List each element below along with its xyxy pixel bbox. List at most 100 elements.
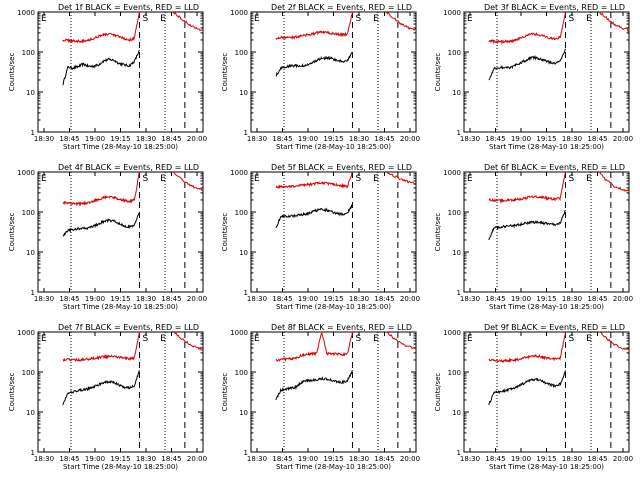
x-tick-label: 20:00 — [400, 455, 420, 463]
y-axis-label: Counts/sec — [434, 53, 442, 92]
annotation-label: E — [254, 14, 260, 24]
x-tick-label: 18:30 — [247, 135, 267, 143]
x-tick-label: 20:00 — [187, 295, 207, 303]
lld-series-line — [598, 171, 630, 192]
panel-title: Det 4f BLACK = Events, RED = LLD — [58, 163, 199, 172]
y-tick-label: 1 — [244, 129, 248, 137]
x-tick-label: 18:30 — [460, 135, 480, 143]
panel-det-8: Det 8f BLACK = Events, RED = LLD Counts/s… — [221, 323, 420, 471]
annotation-label: E — [586, 334, 592, 344]
y-axis-label: Counts/sec — [221, 373, 229, 412]
events-series-line — [275, 204, 353, 229]
y-tick-label: 100 — [448, 369, 461, 377]
y-axis-label: Counts/sec — [434, 373, 442, 412]
y-axis-label: Counts/sec — [434, 213, 442, 252]
annotation-label: S — [355, 174, 361, 184]
y-tick-label: 1000 — [443, 329, 461, 337]
x-tick-label: 18:30 — [34, 295, 54, 303]
y-tick-label: 1000 — [17, 9, 35, 17]
annotation-label: S — [355, 334, 361, 344]
x-tick-label: 18:30 — [460, 295, 480, 303]
y-tick-label: 100 — [22, 209, 35, 217]
x-tick-label: 20:00 — [400, 295, 420, 303]
y-axis-label: Counts/sec — [8, 213, 16, 252]
x-tick-label: 18:45 — [59, 135, 79, 143]
plot-frame — [250, 331, 417, 453]
y-tick-label: 1000 — [230, 9, 248, 17]
lld-series-line — [488, 331, 566, 364]
x-tick-label: 20:00 — [613, 455, 633, 463]
x-tick-label: 19:00 — [298, 135, 318, 143]
annotation-label: E — [160, 174, 166, 184]
x-tick-label: 19:00 — [298, 295, 318, 303]
y-tick-label: 1 — [31, 449, 35, 457]
annotation-label: E — [160, 334, 166, 344]
events-series-line — [62, 211, 140, 237]
annotation-label: E — [254, 334, 260, 344]
x-tick-label: 19:15 — [536, 455, 556, 463]
panel-det-5: Det 5f BLACK = Events, RED = LLD Counts/s… — [221, 163, 420, 311]
x-tick-label: 20:00 — [613, 295, 633, 303]
x-axis-label: Start Time (28-May-10 18:25:00) — [489, 143, 604, 151]
x-tick-label: 19:15 — [323, 295, 343, 303]
x-tick-label: 18:45 — [161, 295, 181, 303]
y-tick-label: 100 — [448, 49, 461, 57]
x-tick-label: 18:30 — [136, 295, 156, 303]
y-tick-label: 10 — [239, 409, 248, 417]
x-tick-label: 18:45 — [587, 135, 607, 143]
panel-title: Det 5f BLACK = Events, RED = LLD — [271, 163, 412, 172]
y-tick-label: 10 — [26, 409, 35, 417]
lld-series-line — [598, 11, 630, 32]
lld-series-line — [385, 11, 417, 31]
lld-series-line — [488, 11, 566, 45]
x-tick-label: 18:45 — [374, 135, 394, 143]
events-series-line — [62, 49, 140, 86]
x-tick-label: 18:45 — [587, 455, 607, 463]
y-tick-label: 10 — [452, 89, 461, 97]
x-tick-label: 18:30 — [562, 135, 582, 143]
panel-title: Det 1f BLACK = Events, RED = LLD — [58, 3, 199, 12]
annotation-label: E — [373, 334, 379, 344]
lld-series-line — [275, 171, 353, 189]
x-tick-label: 18:30 — [34, 135, 54, 143]
lld-series-line — [173, 331, 204, 351]
annotation-label: S — [142, 174, 148, 184]
annotation-label: E — [373, 174, 379, 184]
y-tick-label: 100 — [235, 369, 248, 377]
x-axis-label: Start Time (28-May-10 18:25:00) — [489, 303, 604, 311]
x-tick-label: 20:00 — [400, 135, 420, 143]
lld-series-line — [386, 171, 417, 185]
x-tick-label: 18:45 — [374, 295, 394, 303]
y-tick-label: 10 — [239, 249, 248, 257]
lld-series-line — [62, 171, 140, 207]
y-tick-label: 1000 — [17, 169, 35, 177]
y-axis-label: Counts/sec — [8, 53, 16, 92]
y-axis-label: Counts/sec — [221, 53, 229, 92]
annotation-label: S — [568, 14, 574, 24]
x-tick-label: 19:00 — [85, 135, 105, 143]
x-tick-label: 18:30 — [562, 295, 582, 303]
x-axis-label: Start Time (28-May-10 18:25:00) — [63, 143, 178, 151]
y-tick-label: 10 — [239, 89, 248, 97]
plot-frame — [37, 171, 204, 293]
x-tick-label: 18:45 — [485, 455, 505, 463]
x-tick-label: 18:45 — [272, 455, 292, 463]
x-tick-label: 19:00 — [511, 135, 531, 143]
x-tick-label: 18:45 — [59, 295, 79, 303]
plot-frame — [463, 11, 630, 133]
x-tick-label: 18:30 — [247, 295, 267, 303]
x-tick-label: 18:30 — [136, 455, 156, 463]
events-series-line — [488, 370, 566, 406]
x-tick-label: 19:15 — [110, 295, 130, 303]
plot-frame — [250, 171, 417, 293]
lld-series-line — [386, 331, 417, 350]
annotation-label: E — [467, 334, 473, 344]
annotation-label: E — [41, 14, 47, 24]
lld-series-line — [275, 331, 353, 363]
annotation-label: S — [142, 14, 148, 24]
x-tick-label: 18:45 — [272, 135, 292, 143]
annotation-label: S — [355, 14, 361, 24]
x-axis-label: Start Time (28-May-10 18:25:00) — [489, 463, 604, 471]
y-tick-label: 100 — [235, 209, 248, 217]
x-tick-label: 19:15 — [323, 455, 343, 463]
